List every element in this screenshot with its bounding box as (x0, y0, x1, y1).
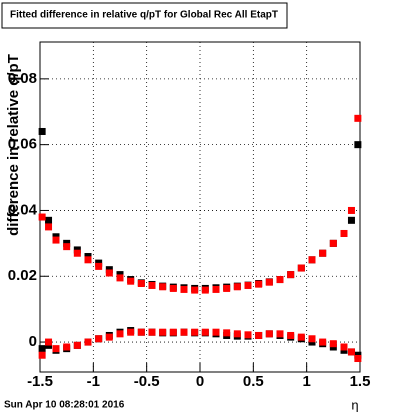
point (52, 345, 60, 353)
point (148, 328, 156, 336)
point (308, 335, 316, 343)
point (297, 264, 305, 272)
point (137, 279, 145, 287)
point (116, 274, 124, 282)
point (73, 249, 81, 257)
point (201, 286, 209, 294)
point (329, 239, 337, 247)
point (45, 338, 53, 346)
point (287, 271, 295, 279)
point (180, 328, 188, 336)
point (297, 333, 305, 341)
point (73, 341, 81, 349)
point (38, 345, 46, 353)
point (95, 262, 103, 270)
point (201, 328, 209, 336)
point (287, 331, 295, 339)
y-tick-label: 0.08 (8, 70, 37, 87)
point (52, 236, 60, 244)
y-tick-label: 0.04 (8, 201, 38, 218)
point (137, 328, 145, 336)
point (212, 285, 220, 293)
point (169, 328, 177, 336)
x-tick-label: -1 (87, 373, 100, 390)
point (45, 223, 53, 231)
point (244, 281, 252, 289)
point (95, 335, 103, 343)
point (347, 216, 355, 224)
point (84, 338, 92, 346)
footer: Sun Apr 10 08:28:01 2016 (4, 400, 125, 411)
point (223, 329, 231, 337)
point (255, 331, 263, 339)
point (329, 340, 337, 348)
point (265, 330, 273, 338)
point (45, 216, 53, 224)
point (233, 330, 241, 338)
point (276, 330, 284, 338)
x-tick-label: -0.5 (134, 373, 160, 390)
x-tick-label: 0 (196, 373, 204, 390)
point (127, 277, 135, 285)
point (308, 256, 316, 264)
point (354, 114, 362, 122)
x-tick-label: 0.5 (243, 373, 264, 390)
point (276, 276, 284, 284)
point (223, 284, 231, 292)
point (84, 256, 92, 264)
point (340, 229, 348, 237)
x-axis-label: η (351, 397, 358, 412)
y-tick-label: 0.06 (8, 136, 37, 153)
x-tick-label: 1 (302, 373, 310, 390)
point (159, 283, 167, 291)
point (233, 283, 241, 291)
point (244, 331, 252, 339)
point (38, 213, 46, 221)
title-box (1, 2, 288, 29)
point (319, 338, 327, 346)
y-axis-label: difference in relative q/pT (5, 54, 22, 236)
plot-frame (39, 41, 361, 373)
point (159, 328, 167, 336)
point (347, 348, 355, 356)
y-tick-label: 0 (29, 333, 37, 350)
point (148, 281, 156, 289)
point (38, 127, 46, 135)
point (265, 278, 273, 286)
point (212, 328, 220, 336)
point (255, 280, 263, 288)
point (319, 249, 327, 257)
point (63, 243, 71, 251)
point (191, 328, 199, 336)
point (116, 330, 124, 338)
point (63, 343, 71, 351)
point (105, 269, 113, 277)
point (169, 284, 177, 292)
point (340, 343, 348, 351)
point (354, 355, 362, 363)
point (127, 328, 135, 336)
point (347, 206, 355, 214)
y-tick-label: 0.02 (8, 267, 37, 284)
chart-title: Fitted difference in relative q/pT for G… (10, 10, 278, 21)
point (354, 141, 362, 149)
x-tick-label: -1.5 (27, 373, 53, 390)
point (180, 285, 188, 293)
point (38, 351, 46, 359)
point (191, 286, 199, 294)
point (105, 333, 113, 341)
x-tick-label: 1.5 (350, 373, 371, 390)
